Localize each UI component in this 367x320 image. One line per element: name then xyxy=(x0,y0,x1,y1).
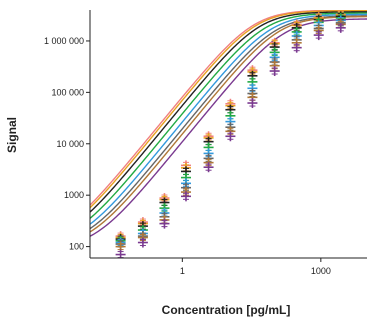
series-curve-5 xyxy=(90,13,367,225)
x-axis-title: Concentration [pg/mL] xyxy=(162,303,291,317)
data-point xyxy=(137,237,148,248)
series-curve-2 xyxy=(90,10,367,209)
x-tick-label: 1 xyxy=(180,266,185,276)
data-point xyxy=(203,162,214,173)
y-tick-label: 1000 xyxy=(64,190,84,200)
y-tick-label: 100 xyxy=(69,242,84,252)
curves-layer xyxy=(90,10,367,237)
y-axis-title: Signal xyxy=(5,117,19,153)
y-tick-label: 10 000 xyxy=(56,139,84,149)
data-point xyxy=(335,22,346,33)
data-point xyxy=(225,131,236,142)
data-point xyxy=(291,42,302,53)
y-tick-label: 1 000 000 xyxy=(44,36,84,46)
data-point xyxy=(247,98,258,109)
y-tick-label: 100 000 xyxy=(51,87,84,97)
x-tick-label: 1000 xyxy=(311,266,331,276)
data-point xyxy=(180,191,191,202)
data-point xyxy=(159,218,170,229)
data-point xyxy=(269,66,280,77)
ticks-layer: 100 1000 10 000 100 000 1 000 000 1 1000 xyxy=(44,36,331,276)
markers-layer xyxy=(115,10,346,258)
data-point xyxy=(313,30,324,41)
series-curve-3 xyxy=(90,11,367,213)
